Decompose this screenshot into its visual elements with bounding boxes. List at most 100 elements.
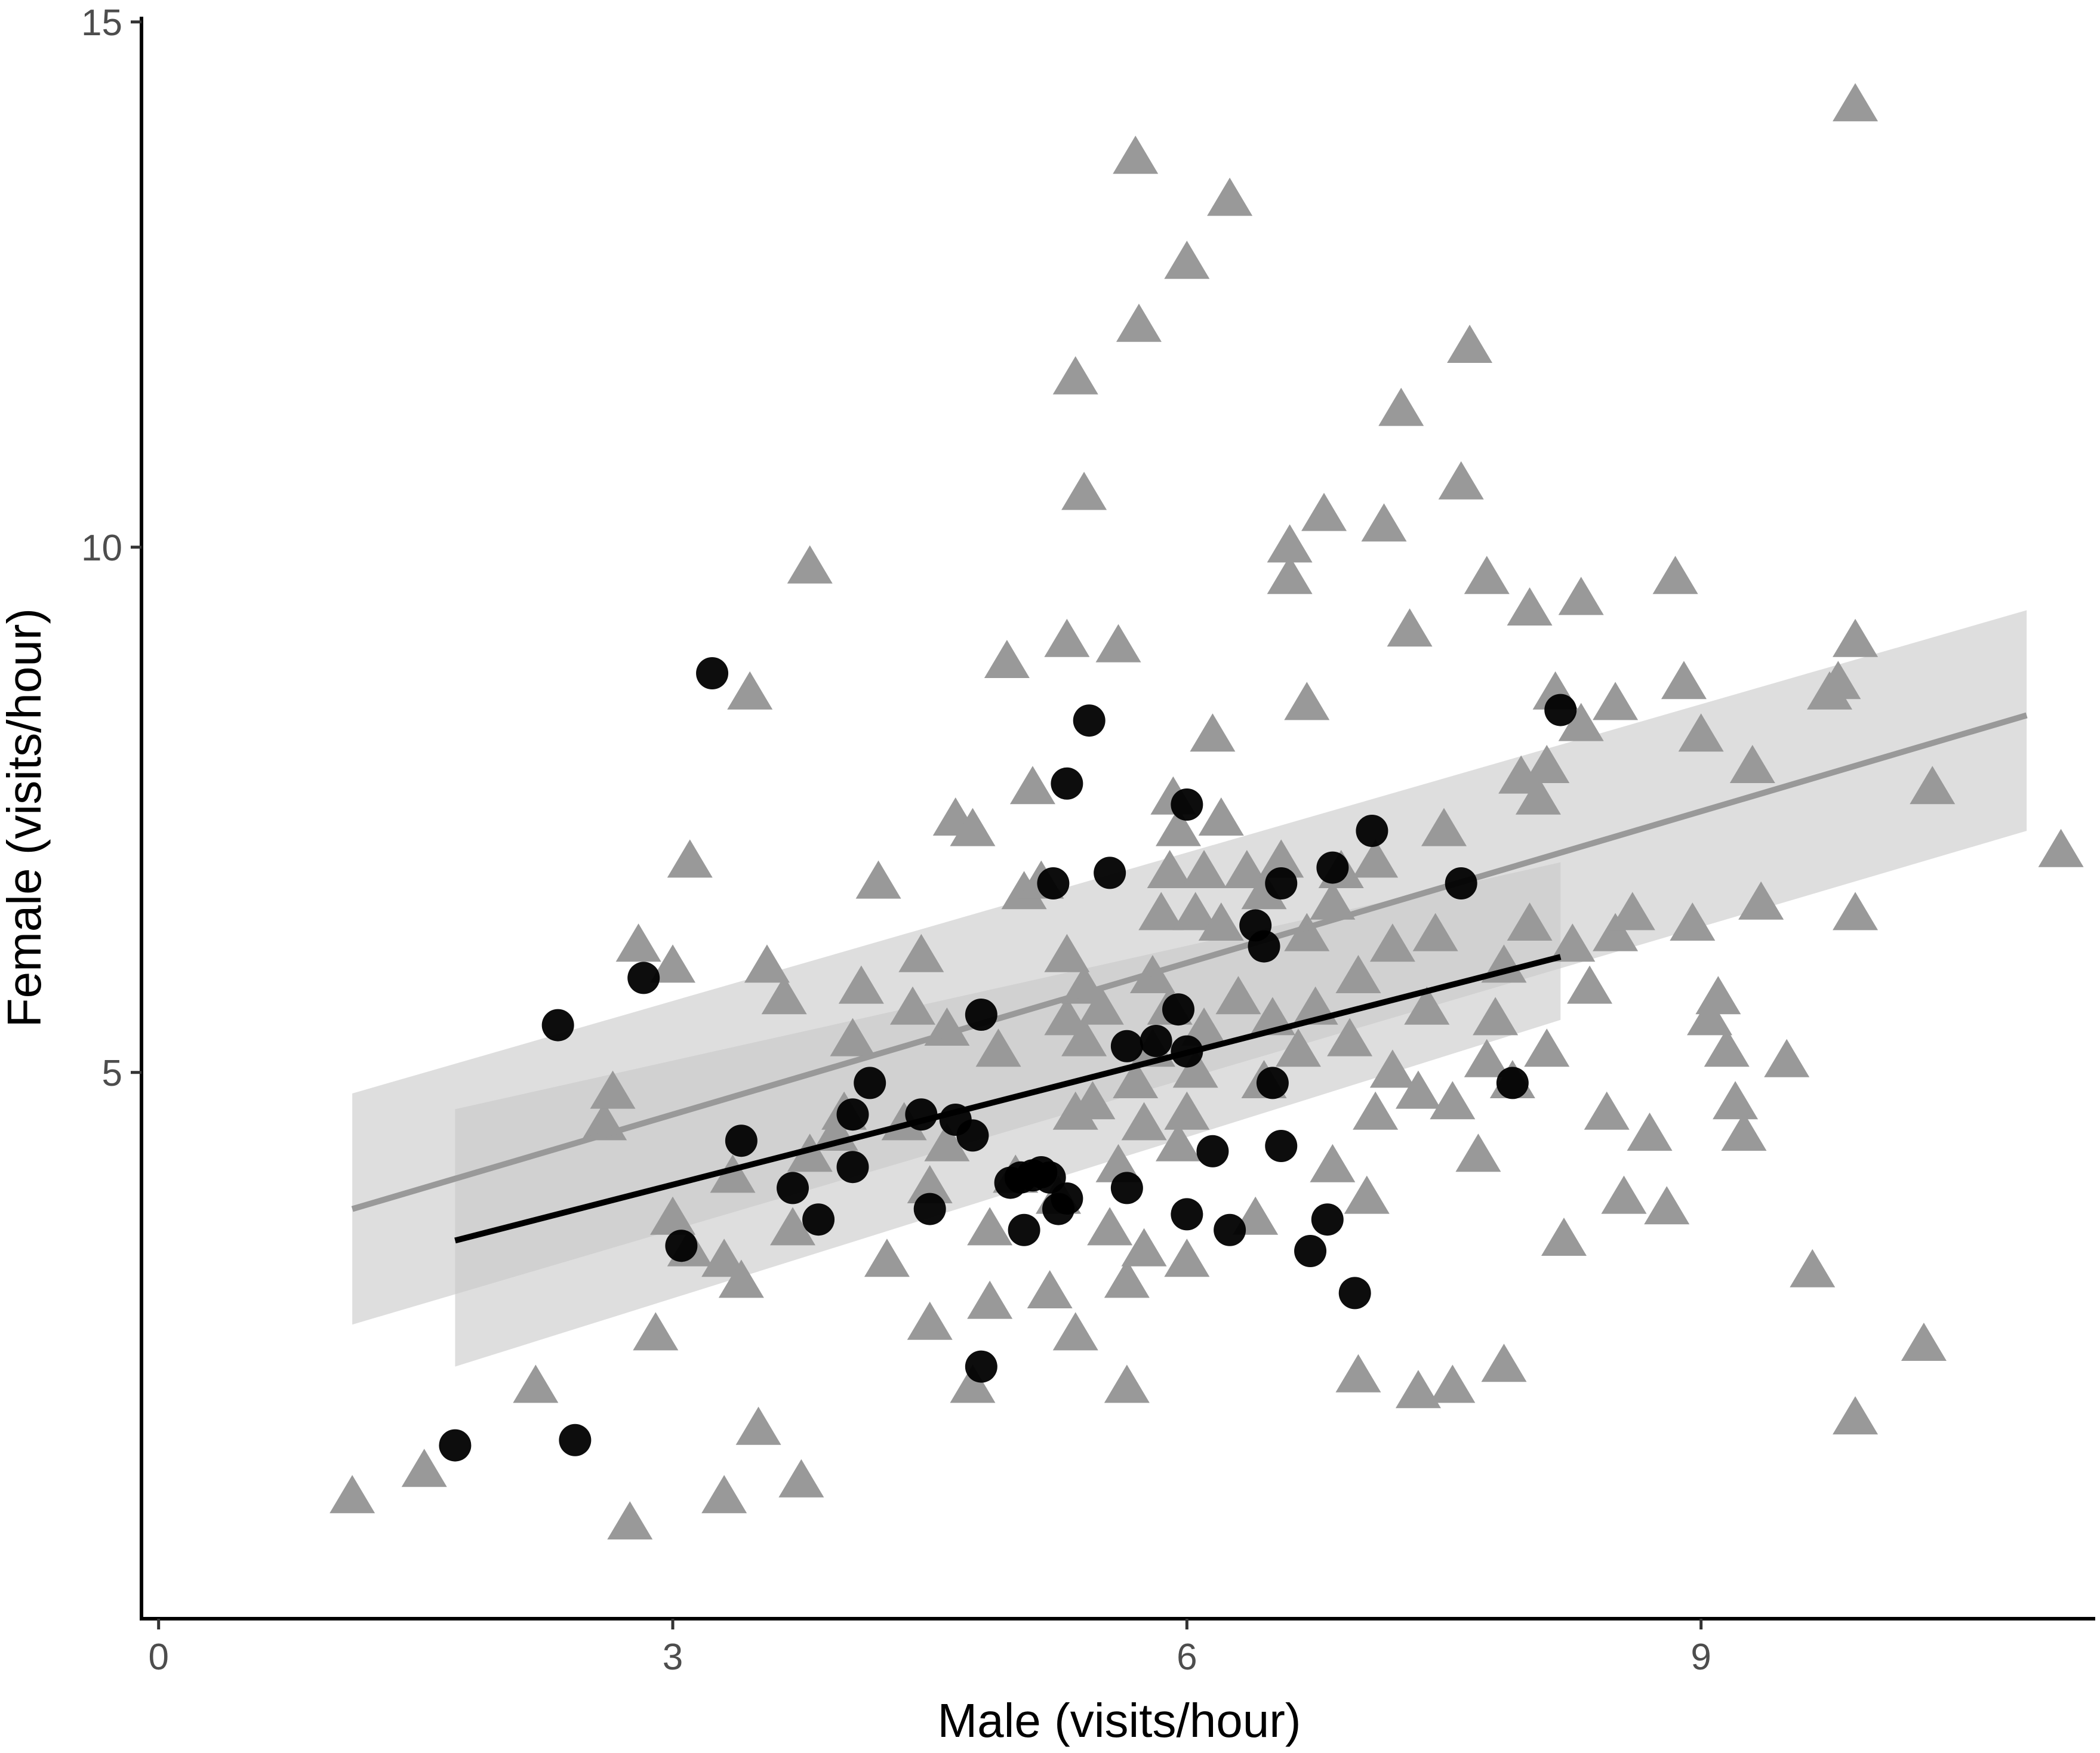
triangle-point [1455, 1133, 1501, 1172]
circle-point [1037, 867, 1070, 899]
circle-point [439, 1429, 472, 1462]
triangle-point [907, 1165, 953, 1203]
triangle-point [830, 1018, 876, 1056]
triangle-point [787, 545, 833, 584]
triangle-point [1473, 997, 1519, 1036]
triangle-point [950, 1364, 996, 1403]
triangle-point [761, 976, 807, 1015]
triangle-point [1369, 923, 1415, 962]
triangle-point [1267, 556, 1313, 594]
triangle-point [1009, 766, 1055, 805]
y-ticks: 5 10 15 [81, 2, 141, 1094]
triangle-point [1335, 955, 1381, 993]
triangle-point [1395, 1070, 1441, 1109]
circle-point [1445, 867, 1477, 899]
triangle-point [2038, 828, 2084, 867]
circle-point [627, 962, 660, 994]
triangle-point [1164, 241, 1210, 279]
circle-point [541, 1009, 574, 1042]
triangle-point [727, 671, 773, 710]
triangle-point [838, 965, 884, 1004]
confidence-ribbon-circle [455, 862, 1561, 1367]
triangle-point [1387, 608, 1433, 647]
triangle-point [950, 808, 996, 846]
triangle-point [1515, 776, 1561, 815]
circle-point [1316, 851, 1349, 884]
fit-line-triangle [351, 712, 2028, 1212]
triangle-point [1224, 850, 1270, 888]
triangle-point [1524, 745, 1570, 783]
triangle-point [1593, 913, 1639, 951]
triangle-point [1687, 997, 1733, 1036]
triangle-point [1541, 1218, 1587, 1256]
triangle-point [778, 1459, 824, 1498]
triangle-series [330, 83, 2084, 1540]
triangle-point [1198, 797, 1244, 836]
triangle-point [1481, 1344, 1527, 1382]
triangle-point [1550, 923, 1596, 962]
triangle-point [1464, 1039, 1510, 1077]
triangle-point [1652, 556, 1698, 594]
triangle-point [1901, 1323, 1947, 1361]
triangle-point [1181, 1008, 1227, 1046]
triangle-point [1310, 1144, 1356, 1182]
y-tick-label: 5 [102, 1053, 122, 1094]
circle-point [696, 657, 729, 689]
triangle-point [1087, 1207, 1133, 1246]
triangle-point [1661, 661, 1707, 700]
triangle-point [1507, 902, 1553, 941]
circle-point [1051, 1182, 1083, 1215]
triangle-point [1438, 461, 1484, 500]
circle-point [1356, 815, 1388, 847]
triangle-point [1790, 1249, 1836, 1287]
triangle-point [1430, 1081, 1476, 1120]
triangle-point [1395, 1370, 1441, 1409]
triangle-point [787, 1133, 833, 1172]
triangle-point [1095, 624, 1141, 663]
triangle-point [701, 1475, 747, 1514]
triangle-point [907, 1301, 953, 1340]
triangle-point [401, 1449, 447, 1487]
triangle-point [1678, 713, 1724, 752]
circle-point [905, 1098, 938, 1131]
triangle-point [855, 860, 901, 899]
triangle-point [1164, 1091, 1210, 1130]
triangle-point [650, 944, 696, 983]
triangle-point [1910, 766, 1956, 805]
triangle-point [615, 923, 661, 962]
triangle-point [701, 1239, 747, 1277]
triangle-point [590, 1070, 636, 1109]
triangle-point [330, 1475, 375, 1514]
circle-point [956, 1119, 989, 1152]
triangle-point [1353, 839, 1399, 878]
circle-point [1008, 1213, 1040, 1246]
triangle-point [1310, 881, 1356, 920]
triangle-point [1104, 1259, 1150, 1298]
triangle-point [1584, 1091, 1630, 1130]
triangle-point [1267, 524, 1313, 563]
confidence-ribbons [352, 610, 2027, 1367]
triangle-point [967, 1207, 1013, 1246]
triangle-point [607, 1501, 653, 1540]
triangle-point [1147, 850, 1193, 888]
triangle-point [1833, 618, 1879, 657]
triangle-point [889, 986, 935, 1025]
triangle-point [1764, 1039, 1810, 1077]
triangle-point [1155, 1123, 1201, 1162]
triangle-point [1361, 503, 1407, 542]
triangle-point [1833, 1396, 1879, 1435]
x-tick-label: 6 [1177, 1637, 1197, 1678]
triangle-point [1404, 986, 1450, 1025]
circle-point [1248, 930, 1280, 963]
triangle-point [1104, 1364, 1150, 1403]
circle-point [1256, 1067, 1289, 1099]
triangle-point [1052, 1312, 1098, 1351]
circle-point [1110, 1172, 1143, 1204]
triangle-point [1116, 303, 1162, 342]
triangle-point [1670, 902, 1716, 941]
triangle-point [1369, 1049, 1415, 1088]
triangle-point [975, 1028, 1021, 1067]
triangle-point [898, 934, 944, 972]
triangle-point [770, 1207, 815, 1246]
triangle-point [924, 1123, 970, 1162]
